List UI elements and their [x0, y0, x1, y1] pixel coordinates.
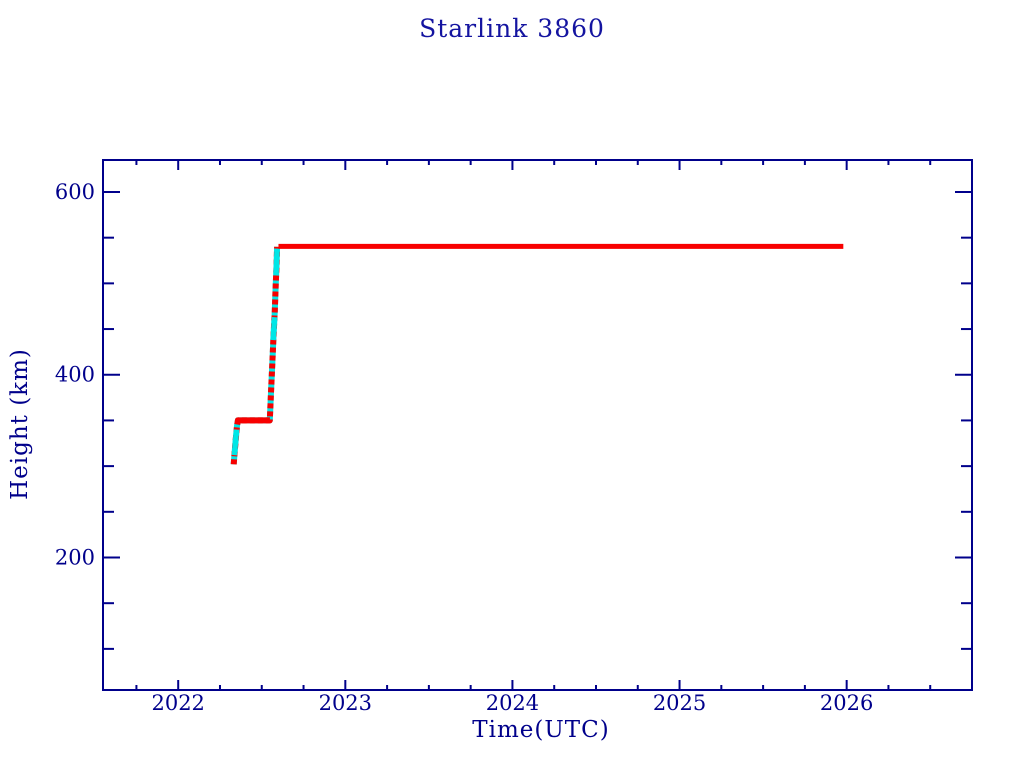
- x-tick-label: 2026: [820, 691, 873, 715]
- chart-title: Starlink 3860: [419, 14, 605, 43]
- height-series-cyan-patch: [273, 249, 280, 275]
- x-axis-label: Time(UTC): [472, 717, 610, 743]
- height-series-cyan-patch: [270, 316, 278, 341]
- y-tick-label: 600: [55, 180, 95, 204]
- x-tick-label: 2023: [319, 691, 372, 715]
- x-tick-label: 2025: [653, 691, 706, 715]
- y-tick-label: 400: [55, 363, 95, 387]
- plot-frame: [102, 159, 973, 691]
- height-series-cyan-patch: [231, 429, 240, 456]
- height-series-red-markers: [230, 246, 281, 465]
- x-tick-label: 2024: [486, 691, 539, 715]
- y-tick-label: 200: [55, 546, 95, 570]
- x-tick-label: 2022: [151, 691, 204, 715]
